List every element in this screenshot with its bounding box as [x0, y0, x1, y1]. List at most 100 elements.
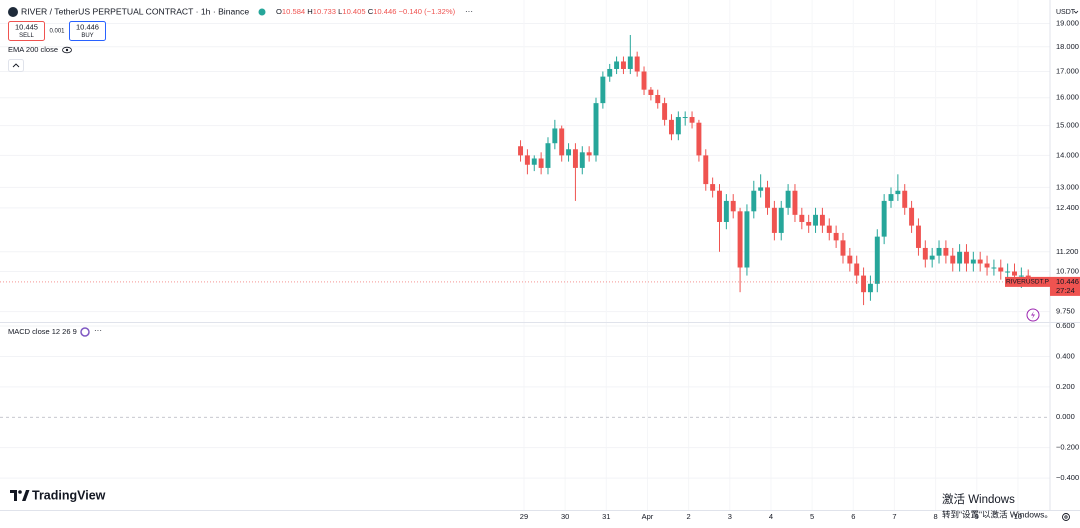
- candle-body: [984, 263, 990, 268]
- ohlc-key: H: [307, 7, 312, 16]
- candle-body: [620, 61, 626, 69]
- symbol-icon: [8, 7, 18, 17]
- candle-body: [593, 103, 599, 156]
- candle-body: [641, 71, 647, 90]
- candle-body: [991, 267, 997, 269]
- candle-body: [806, 221, 812, 226]
- symbol-tag-label: RIVERUSDT.P: [1006, 279, 1049, 286]
- currency[interactable]: USDT: [1056, 9, 1076, 16]
- x-tick-label: 5: [810, 512, 814, 521]
- candle-body: [964, 251, 969, 264]
- settings-icon[interactable]: [1062, 513, 1070, 521]
- candle-body: [524, 155, 530, 165]
- x-tick-label: 7: [892, 512, 896, 521]
- macd-label[interactable]: MACD close 12 26 9: [8, 327, 77, 336]
- candle-body: [579, 152, 585, 168]
- candle-body: [874, 236, 880, 284]
- countdown: 27:24: [1056, 286, 1075, 295]
- ohlc-key: L: [338, 7, 342, 16]
- x-tick-label: 3: [728, 512, 732, 521]
- candle-body: [765, 187, 770, 208]
- x-tick-label: 9: [975, 512, 979, 521]
- ohlc: O10.584 H10.733 L10.405 C10.446 −0.140 (…: [276, 7, 456, 16]
- x-tick-label: Apr: [642, 512, 654, 521]
- candle-body: [929, 255, 935, 260]
- candle-body: [792, 190, 798, 215]
- x-tick-label: 31: [602, 512, 610, 521]
- candle-body: [572, 149, 578, 168]
- candle-body: [531, 158, 537, 165]
- y-tick-label: −0.200: [1056, 443, 1079, 452]
- x-tick-label: 6: [851, 512, 855, 521]
- sell-button[interactable]: [8, 21, 45, 41]
- ohlc-key: C: [368, 7, 374, 16]
- candle-body: [977, 259, 983, 264]
- x-tick-label: 29: [520, 512, 528, 521]
- candle-body: [730, 200, 736, 212]
- logo-text[interactable]: TradingView: [32, 488, 106, 502]
- y-tick-label: 18.000: [1056, 42, 1079, 51]
- candle-body: [778, 207, 784, 233]
- candle-body: [586, 152, 592, 156]
- candle-body: [634, 56, 640, 72]
- currency-dropdown: [1073, 10, 1079, 14]
- candle-body: [648, 89, 654, 96]
- x-tick-label: 2: [687, 512, 691, 521]
- alert-bolt: [1031, 311, 1035, 319]
- macd-more[interactable]: ···: [94, 326, 102, 335]
- y-tick-label: 11.200: [1056, 247, 1078, 256]
- y-tick-label: 14.000: [1056, 150, 1079, 159]
- ohlc-value: 10.405: [342, 7, 365, 16]
- candle-body: [970, 259, 976, 264]
- candle-body: [950, 255, 956, 264]
- candle-body: [847, 255, 853, 264]
- candle-body: [840, 240, 846, 256]
- candle-body: [902, 190, 908, 208]
- candle-body: [833, 232, 839, 241]
- change: −0.140 (−1.32%): [399, 7, 456, 16]
- ohlc-value: 10.733: [313, 7, 336, 16]
- candle-body: [655, 95, 661, 104]
- candle-body: [689, 117, 695, 123]
- candle-body: [607, 68, 613, 77]
- indicator-label[interactable]: EMA 200 close: [8, 45, 58, 54]
- ohlc-value: 10.584: [282, 7, 305, 16]
- collapse-button[interactable]: [8, 59, 24, 72]
- y-tick-label: 0.200: [1056, 382, 1075, 391]
- y-tick-label: 15.000: [1056, 121, 1079, 130]
- candle-body: [559, 128, 565, 156]
- macd-settings-icon[interactable]: [80, 327, 90, 337]
- candle-body: [751, 190, 757, 212]
- candle-body: [915, 225, 921, 248]
- buy-button[interactable]: [69, 21, 106, 41]
- candle-body: [675, 117, 681, 135]
- candle-body: [545, 143, 551, 168]
- candle-body: [888, 194, 894, 201]
- buy-price: 10.446: [76, 22, 99, 31]
- candle-body: [600, 76, 606, 104]
- candle-body: [826, 225, 832, 233]
- candle-body: [717, 190, 722, 222]
- candle-body: [696, 122, 702, 156]
- candle-body: [1005, 271, 1011, 273]
- candle-body: [813, 214, 819, 226]
- candle-body: [538, 158, 544, 168]
- candle-body: [669, 119, 674, 135]
- candle-body: [895, 190, 901, 195]
- more[interactable]: ···: [465, 7, 473, 16]
- y-tick-label: 13.000: [1056, 182, 1079, 191]
- symbol-title[interactable]: RIVER / TetherUS PERPETUAL CONTRACT · 1h…: [21, 6, 249, 16]
- ohlc-key: O: [276, 7, 282, 16]
- y-tick-label: 17.000: [1056, 66, 1079, 75]
- candle-body: [1018, 275, 1024, 277]
- candle-body: [799, 214, 805, 222]
- watermark-text: 转到"设置"以激活 Windows。: [942, 509, 1053, 519]
- candle-body: [819, 214, 825, 226]
- candle-body: [867, 283, 873, 293]
- eye-icon[interactable]: [62, 46, 72, 54]
- y-tick-label: −0.400: [1056, 473, 1079, 482]
- marks: [0, 34, 1050, 306]
- candle-body: [957, 251, 963, 264]
